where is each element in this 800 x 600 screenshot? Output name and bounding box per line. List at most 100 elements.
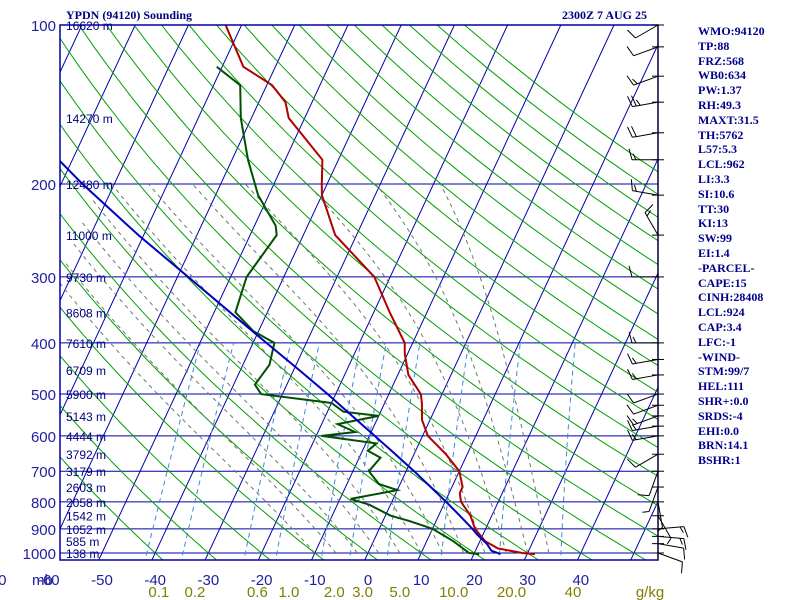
wind-barb (627, 453, 664, 468)
mixing-ratio-line (243, 342, 292, 560)
wind-barb-flag (632, 418, 638, 424)
isotherm-line (470, 157, 658, 560)
mixing-ratio-line (144, 342, 201, 560)
wind-barb-shaft (657, 515, 672, 539)
wind-barb-flag (626, 393, 634, 404)
wind-barb-flag (635, 99, 641, 106)
temperature-tick-label: -40 (144, 572, 166, 589)
isotherm-line (151, 25, 402, 560)
wind-barb-flag (628, 331, 633, 344)
wind-barb (626, 75, 664, 86)
wind-barb-flag (626, 46, 634, 57)
isotherm-line (417, 43, 658, 560)
index-item: LCL:924 (698, 305, 745, 320)
dry-adiabat-line (105, 25, 658, 507)
wind-barb-shaft (633, 393, 659, 404)
wind-barb (652, 501, 664, 532)
moist-adiabat-line (60, 282, 316, 554)
index-item: BSHR:1 (698, 453, 741, 468)
height-label: 8608 m (66, 306, 106, 320)
dry-adiabat-line (298, 25, 658, 315)
mixing-ratio-label: 40 (565, 584, 582, 600)
mixing-ratio-line (180, 342, 235, 560)
mixing-ratio-label: 0.2 (184, 584, 205, 600)
wind-barb-flag (626, 404, 634, 415)
isotherm-line (60, 25, 189, 302)
index-item: CAPE:15 (698, 275, 747, 290)
wind-barb-flag (628, 265, 633, 278)
wind-barb-shaft (657, 501, 664, 528)
dry-adiabat-line (60, 80, 594, 560)
index-item: HEL:111 (698, 379, 745, 394)
wind-barb-flag (627, 126, 633, 138)
temperature-tick-label: -30 (198, 572, 220, 589)
wind-barb-shaft (657, 552, 683, 563)
mixing-ratio-label: 2.0 (324, 584, 345, 600)
index-item: L57:5.3 (698, 142, 737, 157)
wind-barb-flag (627, 96, 633, 107)
wind-barb-shaft (644, 212, 659, 236)
wind-barb-shaft (632, 132, 659, 138)
height-label: 4444 m (66, 430, 106, 444)
mixing-ratio-label: 0.1 (148, 584, 169, 600)
wind-barb-flag (683, 548, 686, 560)
wind-barb-shaft (632, 425, 659, 432)
pressure-tick-label: 100 (31, 18, 56, 35)
isotherm-line (204, 25, 455, 560)
wind-barb-flag (627, 429, 633, 441)
wind-barb-shaft (657, 543, 684, 549)
moist-adiabat-line (439, 183, 550, 554)
plot-frame (59, 24, 659, 561)
wind-barb (626, 46, 664, 57)
moist-adiabat-line (92, 200, 401, 554)
mixing-ratio-label: g/kg (636, 584, 664, 600)
dry-adiabat-line (354, 25, 658, 266)
index-item: TH:5762 (698, 127, 744, 142)
isotherm-line (60, 25, 136, 188)
wind-barb (627, 126, 664, 138)
index-item: WMO:94120 (698, 24, 765, 38)
height-label: 1542 m (66, 510, 106, 524)
moist-adiabat-line (80, 220, 380, 554)
dry-adiabat-line (216, 25, 658, 393)
index-item: TP:88 (698, 38, 730, 53)
pressure-tick-label: 800 (31, 495, 56, 512)
wind-barb (652, 552, 683, 574)
wind-barb (627, 429, 664, 441)
moist-adiabat-line (192, 183, 465, 554)
temperature-tick-label: 10 (413, 572, 430, 589)
isotherm-line (60, 25, 296, 531)
moist-adiabat-line (307, 183, 507, 554)
wind-barb-flag (644, 204, 654, 213)
wind-barb-flag (631, 424, 637, 431)
index-item: LCL:962 (698, 157, 745, 172)
dry-adiabat-line (78, 25, 658, 537)
wind-barb-flag (626, 75, 634, 86)
wind-barb-shaft (648, 471, 659, 496)
wind-barb-flag (679, 538, 683, 545)
index-item: PW:1.37 (698, 83, 742, 98)
wind-barbs (626, 24, 689, 574)
isotherm-line (0, 25, 29, 564)
wind-barb-shaft (632, 358, 659, 365)
mixing-ratio-line (348, 342, 387, 560)
chart-title: YPDN (94120) Sounding (66, 8, 193, 22)
index-item: CAP:3.4 (698, 319, 742, 334)
temperature-tick-label: 40 (572, 572, 589, 589)
index-item: -WIND- (698, 349, 740, 364)
mixing-ratio-label: 0.6 (247, 584, 268, 600)
index-item: KI:13 (698, 216, 728, 231)
temperature-tick-label: 0 (364, 572, 372, 589)
wind-barb-flag (627, 368, 633, 380)
wind-barb-flag (627, 29, 636, 39)
pressure-tick-label: 500 (31, 387, 56, 404)
height-label: 12480 m (66, 178, 113, 192)
temperature-tick-label: -50 (91, 572, 113, 589)
wind-barb-flag (646, 210, 652, 217)
temperature-tick-label: 20 (466, 572, 483, 589)
dry-adiabat-line (409, 25, 658, 218)
height-label: 16620 m (66, 19, 113, 33)
dry-adiabat-line (60, 167, 486, 560)
mixing-ratio-label: 3.0 (352, 584, 373, 600)
